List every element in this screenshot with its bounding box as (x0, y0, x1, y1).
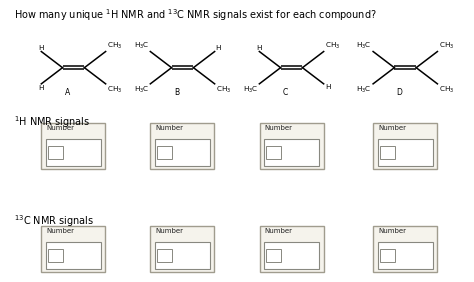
FancyBboxPatch shape (155, 242, 210, 269)
Text: Number: Number (264, 228, 292, 234)
FancyBboxPatch shape (380, 146, 395, 159)
Text: CH$_3$: CH$_3$ (107, 85, 122, 95)
FancyBboxPatch shape (378, 139, 432, 166)
Text: CH$_3$: CH$_3$ (216, 85, 231, 95)
FancyBboxPatch shape (46, 242, 100, 269)
Text: CH$_3$: CH$_3$ (107, 41, 122, 51)
Text: C: C (283, 88, 288, 97)
Text: CH$_3$: CH$_3$ (438, 41, 454, 51)
FancyBboxPatch shape (41, 123, 105, 169)
FancyBboxPatch shape (373, 226, 437, 272)
FancyBboxPatch shape (259, 123, 323, 169)
Text: $^{13}$C NMR signals: $^{13}$C NMR signals (14, 213, 94, 229)
Text: Number: Number (46, 125, 74, 131)
FancyBboxPatch shape (48, 146, 64, 159)
Text: H$_3$C: H$_3$C (243, 85, 258, 95)
Text: H$_3$C: H$_3$C (356, 41, 372, 51)
Text: H$_3$C: H$_3$C (134, 41, 149, 51)
FancyBboxPatch shape (264, 139, 319, 166)
Text: Number: Number (155, 125, 183, 131)
Text: H: H (38, 85, 44, 91)
Text: H: H (256, 45, 262, 51)
FancyBboxPatch shape (266, 249, 282, 262)
Text: A: A (65, 88, 70, 97)
FancyBboxPatch shape (157, 249, 173, 262)
FancyBboxPatch shape (48, 249, 64, 262)
Text: CH$_3$: CH$_3$ (325, 41, 340, 51)
Text: H: H (325, 85, 330, 91)
Text: CH$_3$: CH$_3$ (438, 85, 454, 95)
Text: B: B (174, 88, 179, 97)
FancyBboxPatch shape (264, 242, 319, 269)
Text: D: D (396, 88, 402, 97)
FancyBboxPatch shape (378, 242, 432, 269)
FancyBboxPatch shape (266, 146, 282, 159)
FancyBboxPatch shape (155, 139, 210, 166)
Text: How many unique $^{1}$H NMR and $^{13}$C NMR signals exist for each compound?: How many unique $^{1}$H NMR and $^{13}$C… (14, 7, 377, 23)
FancyBboxPatch shape (373, 123, 437, 169)
Text: $^{1}$H NMR signals: $^{1}$H NMR signals (14, 114, 91, 130)
FancyBboxPatch shape (157, 146, 173, 159)
Text: Number: Number (155, 228, 183, 234)
FancyBboxPatch shape (151, 123, 214, 169)
Text: Number: Number (378, 228, 406, 234)
Text: H$_3$C: H$_3$C (134, 85, 149, 95)
Text: H: H (38, 45, 44, 51)
FancyBboxPatch shape (46, 139, 100, 166)
FancyBboxPatch shape (151, 226, 214, 272)
Text: H: H (216, 45, 221, 51)
FancyBboxPatch shape (380, 249, 395, 262)
FancyBboxPatch shape (41, 226, 105, 272)
FancyBboxPatch shape (259, 226, 323, 272)
Text: Number: Number (46, 228, 74, 234)
Text: Number: Number (264, 125, 292, 131)
Text: H$_3$C: H$_3$C (356, 85, 372, 95)
Text: Number: Number (378, 125, 406, 131)
